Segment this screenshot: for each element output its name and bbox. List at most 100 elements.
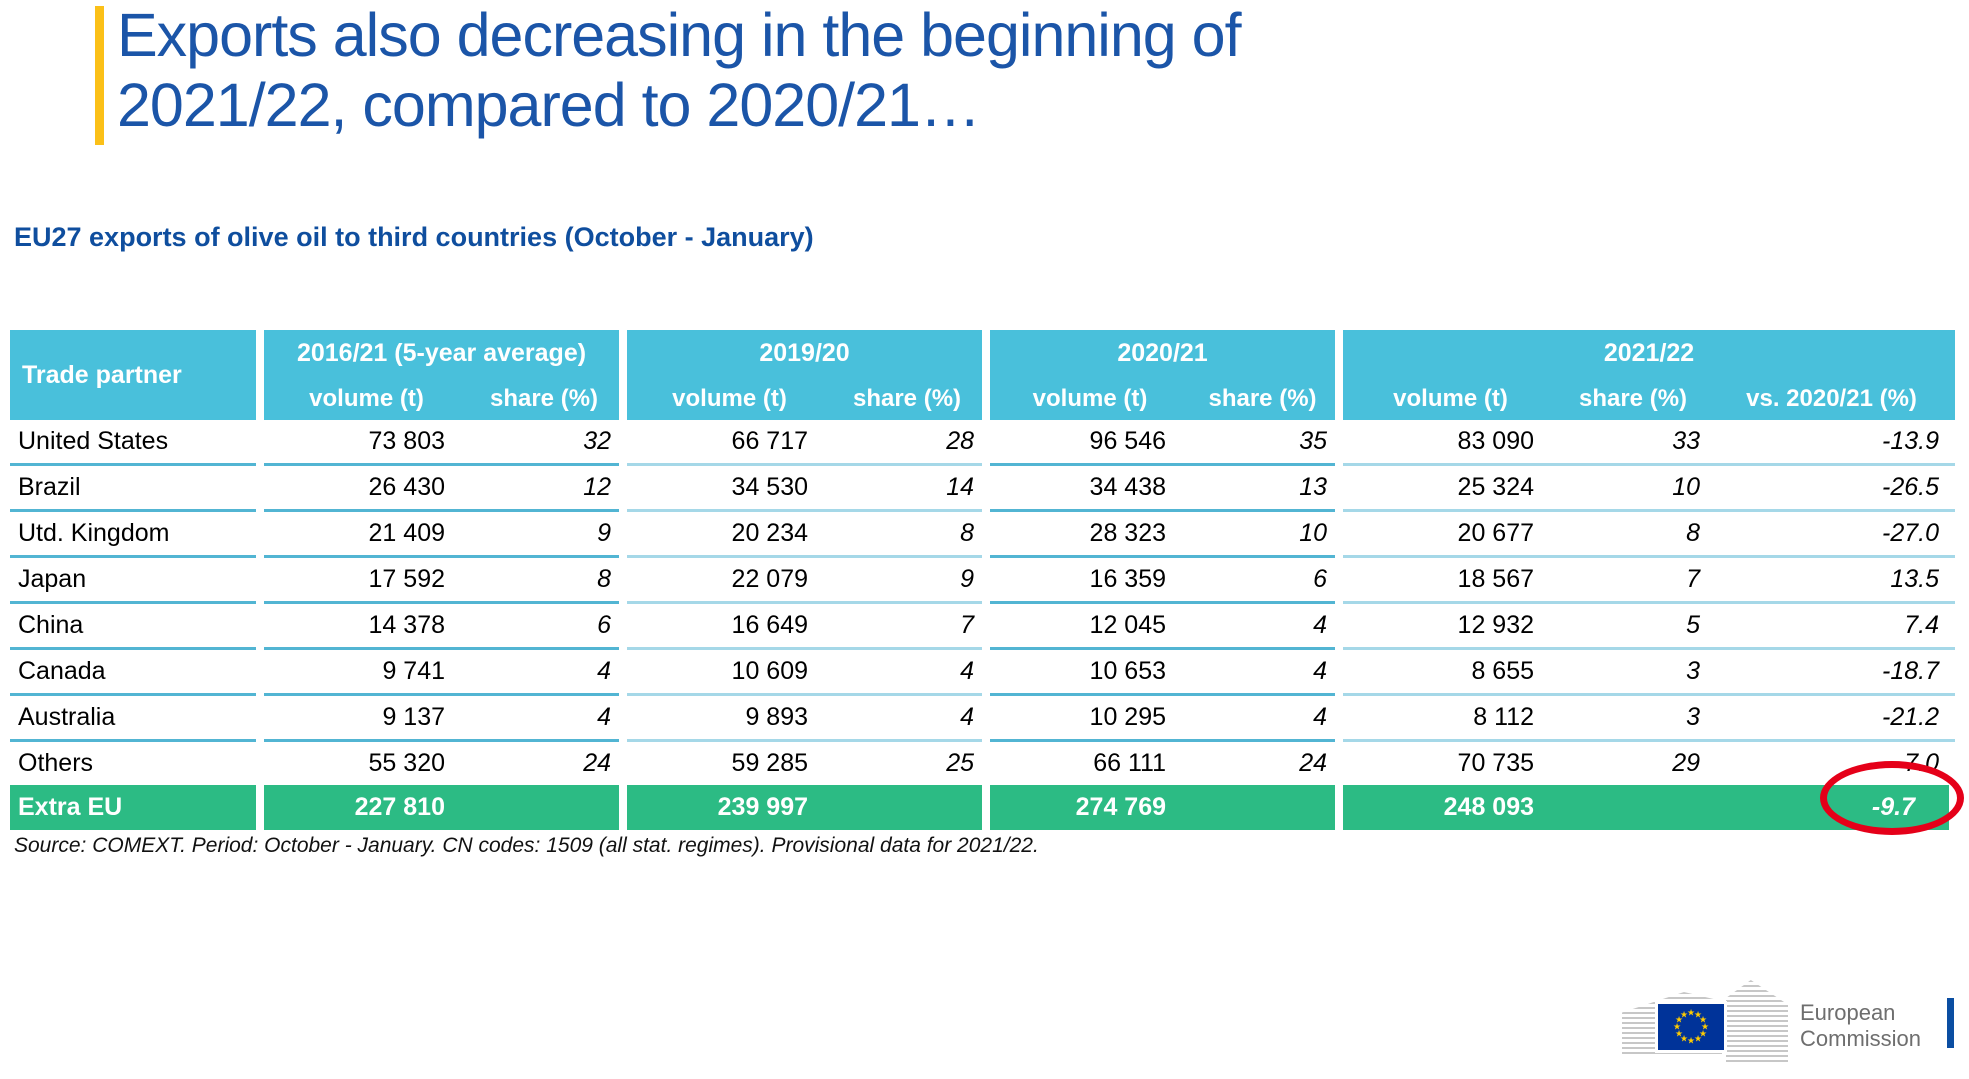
volume-cell: 10 653	[990, 648, 1191, 696]
share-cell: 4	[1190, 602, 1336, 650]
column-spacer	[619, 556, 628, 603]
column-spacer	[619, 330, 628, 420]
share-cell: 4	[832, 648, 983, 696]
table-row: Utd. Kingdom 21 409 9 20 234 8 28 323 10…	[10, 510, 1956, 558]
header-group-2020-21: 2020/21	[990, 330, 1336, 377]
eu-star-icon	[1699, 1016, 1707, 1025]
share-cell: 24	[469, 740, 620, 785]
column-spacer	[619, 510, 628, 557]
share-cell: 8	[469, 556, 620, 604]
column-spacer	[1335, 740, 1344, 785]
total-volume-cell: 274 769	[990, 785, 1191, 830]
share-cell: 4	[1190, 648, 1336, 696]
column-spacer	[1335, 464, 1344, 511]
subheader-volume: volume (t)	[627, 377, 833, 420]
share-cell: 7	[1558, 556, 1709, 604]
column-spacer	[256, 785, 264, 830]
column-spacer	[256, 510, 264, 557]
red-highlight-circle	[1820, 761, 1964, 835]
share-cell: 8	[832, 510, 983, 558]
volume-cell: 8 112	[1343, 694, 1559, 742]
column-spacer	[256, 420, 264, 465]
column-spacer	[256, 740, 264, 785]
share-cell: 13	[1190, 464, 1336, 512]
column-spacer	[256, 464, 264, 511]
partner-cell: Utd. Kingdom	[10, 510, 256, 558]
volume-cell: 10 295	[990, 694, 1191, 742]
partner-cell: Others	[10, 740, 256, 785]
volume-cell: 66 111	[990, 740, 1191, 785]
column-spacer	[256, 648, 264, 695]
eu-star-icon	[1687, 1037, 1695, 1046]
volume-cell: 22 079	[627, 556, 833, 604]
slide-title: Exports also decreasing in the beginning…	[117, 0, 1242, 140]
column-spacer	[1335, 694, 1344, 741]
column-spacer	[982, 648, 991, 695]
ec-logo-bar	[1947, 998, 1954, 1048]
vs-cell: 13.5	[1708, 556, 1956, 604]
partner-cell: United States	[10, 420, 256, 466]
column-spacer	[256, 602, 264, 649]
ec-logo-wordmark-line1: European	[1800, 1000, 1896, 1025]
column-spacer	[982, 464, 991, 511]
header-group-2021-22: 2021/22	[1343, 330, 1956, 377]
column-spacer	[982, 694, 991, 741]
volume-cell: 16 359	[990, 556, 1191, 604]
subheader-share: share (%)	[1190, 377, 1336, 420]
vs-cell: -26.5	[1708, 464, 1956, 512]
table-row: Australia 9 137 4 9 893 4 10 295 4 8 112…	[10, 694, 1956, 742]
total-empty-cell	[832, 785, 983, 830]
column-spacer	[1335, 602, 1344, 649]
header-group-2019-20: 2019/20	[627, 330, 983, 377]
column-spacer	[1335, 556, 1344, 603]
volume-cell: 73 803	[264, 420, 469, 466]
share-cell: 12	[469, 464, 620, 512]
column-spacer	[256, 694, 264, 741]
total-volume-cell: 227 810	[264, 785, 469, 830]
share-cell: 4	[469, 694, 620, 742]
title-accent-bar	[95, 6, 104, 145]
vs-cell: -18.7	[1708, 648, 1956, 696]
column-spacer	[619, 420, 628, 465]
total-volume-cell: 248 093	[1343, 785, 1559, 830]
share-cell: 28	[832, 420, 983, 466]
column-spacer	[619, 740, 628, 785]
header-trade-partner: Trade partner	[10, 330, 256, 420]
column-spacer	[982, 740, 991, 785]
table-footer: Extra EU 227 810 239 997 274 769 248 093…	[10, 785, 1962, 830]
share-cell: 4	[1190, 694, 1336, 742]
volume-cell: 26 430	[264, 464, 469, 512]
column-spacer	[1335, 785, 1344, 830]
volume-cell: 18 567	[1343, 556, 1559, 604]
column-spacer	[982, 785, 991, 830]
column-spacer	[619, 602, 628, 649]
eu-star-icon	[1694, 1035, 1702, 1044]
partner-cell: Brazil	[10, 464, 256, 512]
subheader-share: share (%)	[1558, 377, 1709, 420]
partner-cell: Canada	[10, 648, 256, 696]
volume-cell: 9 137	[264, 694, 469, 742]
volume-cell: 34 438	[990, 464, 1191, 512]
share-cell: 10	[1190, 510, 1336, 558]
column-spacer	[1335, 648, 1344, 695]
volume-cell: 14 378	[264, 602, 469, 650]
column-spacer	[619, 785, 628, 830]
total-empty-cell	[1190, 785, 1336, 830]
share-cell: 5	[1558, 602, 1709, 650]
header-group-2016-21: 2016/21 (5-year average)	[264, 330, 620, 377]
share-cell: 29	[1558, 740, 1709, 785]
volume-cell: 28 323	[990, 510, 1191, 558]
volume-cell: 8 655	[1343, 648, 1559, 696]
partner-cell: China	[10, 602, 256, 650]
table-header: Trade partner 2016/21 (5-year average) 2…	[10, 330, 1956, 420]
share-cell: 7	[832, 602, 983, 650]
volume-cell: 66 717	[627, 420, 833, 466]
share-cell: 14	[832, 464, 983, 512]
column-spacer	[619, 464, 628, 511]
table-row: United States 73 803 32 66 717 28 96 546…	[10, 420, 1956, 466]
column-spacer	[256, 556, 264, 603]
table-body: United States 73 803 32 66 717 28 96 546…	[10, 420, 1956, 785]
share-cell: 25	[832, 740, 983, 785]
ec-logo-lines-right	[1726, 980, 1788, 1062]
